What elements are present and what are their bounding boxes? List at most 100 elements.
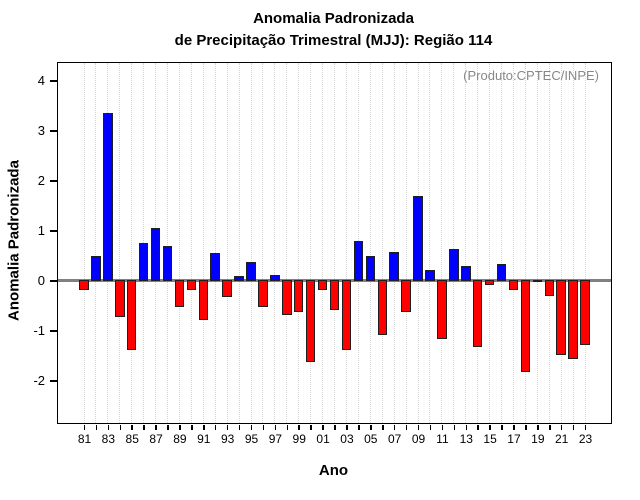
grid-line	[429, 63, 431, 423]
x-axis-tick	[155, 425, 157, 430]
x-axis-tick	[238, 425, 241, 430]
x-axis-tick-label: 11	[436, 432, 449, 446]
bar-06	[377, 279, 387, 335]
grid-line	[334, 63, 336, 423]
x-axis-tick-label: 01	[316, 432, 330, 446]
grid-line	[298, 63, 300, 423]
bar-90	[186, 279, 197, 290]
x-axis-tick	[358, 425, 360, 430]
bar-99	[293, 279, 304, 312]
grid-line	[119, 63, 121, 423]
x-axis-tick	[131, 425, 133, 430]
x-axis-tick	[560, 425, 563, 430]
bar-82	[91, 255, 101, 281]
bar-08	[401, 279, 411, 312]
x-axis-tick	[83, 425, 86, 430]
y-axis-tick	[50, 230, 57, 232]
bar-12	[449, 248, 459, 281]
grid-line	[250, 63, 252, 423]
x-axis-tick	[167, 425, 169, 430]
y-axis-tick	[50, 380, 57, 382]
grid-line	[536, 63, 538, 423]
bar-22	[568, 279, 578, 359]
grid-line	[238, 63, 240, 423]
x-axis-tick	[537, 425, 539, 430]
bar-17	[508, 279, 519, 290]
y-axis-tick-label: 4	[37, 73, 45, 88]
x-axis-tick	[584, 425, 587, 430]
x-axis-tick-label: 19	[531, 432, 545, 446]
y-axis-tick	[50, 330, 57, 332]
bar-84	[115, 279, 125, 317]
bar-87	[150, 228, 161, 281]
y-axis-tick	[50, 130, 57, 132]
bar-02	[329, 279, 340, 310]
grid-line	[95, 63, 97, 423]
grid-line	[310, 63, 312, 423]
x-axis-tick-label: 87	[149, 432, 163, 446]
x-axis-tick-label: 89	[173, 432, 187, 446]
bar-03	[341, 279, 352, 350]
bar-04	[353, 240, 364, 281]
grid-line	[489, 63, 491, 423]
chart-title: Anomalia Padronizada de Precipitação Tri…	[57, 8, 610, 52]
x-axis-tick	[525, 425, 527, 430]
x-axis-tick	[119, 425, 122, 430]
x-axis-tick	[405, 425, 408, 430]
y-axis-tick-label: 1	[37, 223, 45, 238]
grid-line	[202, 63, 204, 423]
bar-23	[580, 279, 590, 345]
x-axis-tick	[489, 425, 491, 430]
grid-line	[131, 63, 133, 423]
bar-21	[556, 279, 566, 355]
x-axis-tick	[310, 425, 312, 430]
bar-18	[520, 279, 531, 372]
bar-83	[103, 113, 113, 281]
chart-title-line2: de Precipitação Trimestral (MJJ): Região…	[174, 32, 493, 49]
y-axis-tick	[50, 280, 57, 282]
grid-line	[393, 63, 395, 423]
x-axis-tick	[441, 425, 444, 430]
x-axis-tick-label: 03	[340, 432, 354, 446]
grid-line	[262, 63, 264, 423]
grid-line	[369, 63, 371, 423]
y-axis-tick	[50, 180, 57, 182]
x-axis-tick	[501, 425, 503, 430]
grid-line	[167, 63, 168, 423]
x-axis-tick	[465, 425, 467, 430]
bar-91	[198, 279, 209, 320]
bar-85	[126, 279, 137, 350]
bar-97	[270, 274, 280, 281]
x-axis-tick	[334, 425, 336, 430]
y-axis-tick-label: 0	[37, 273, 45, 288]
grid-line	[560, 63, 562, 423]
bar-81	[79, 279, 89, 290]
x-axis-tick	[226, 425, 229, 430]
y-axis-tick-label: 2	[37, 173, 45, 188]
bar-16	[496, 263, 507, 281]
grid-line	[548, 63, 550, 423]
bar-10	[425, 269, 435, 281]
grid-line	[345, 63, 347, 423]
x-axis-tick-label: 91	[197, 432, 211, 446]
chart-title-line1: Anomalia Padronizada	[253, 10, 414, 27]
x-axis-tick	[382, 425, 384, 430]
bar-93	[222, 279, 232, 297]
x-axis-tick	[393, 425, 396, 430]
bar-98	[282, 279, 292, 315]
x-axis-tick	[346, 425, 348, 430]
grid-line	[512, 63, 514, 423]
bar-11	[437, 279, 447, 339]
grid-line	[441, 63, 443, 423]
y-axis-tick-label: -1	[33, 323, 45, 338]
grid-line	[584, 63, 586, 423]
x-axis-tick-label: 81	[77, 432, 92, 446]
grid-line	[274, 63, 276, 423]
x-axis-tick	[429, 425, 432, 430]
bar-89	[174, 279, 185, 307]
x-axis-tick-label: 97	[268, 432, 283, 446]
x-axis-tick	[370, 425, 372, 430]
bar-07	[389, 252, 399, 281]
bar-15	[484, 279, 495, 285]
bar-20	[544, 279, 555, 296]
